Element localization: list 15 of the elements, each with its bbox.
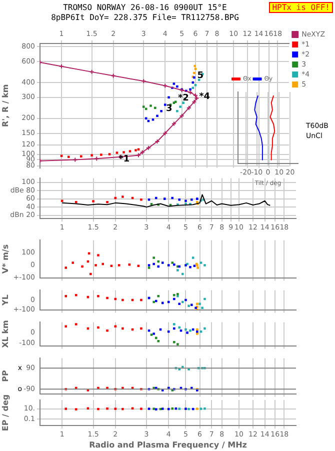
annotation: *1 [118,154,130,164]
chart-subtitle: 8pBP6It DoY= 228.375 File= TR112758.BPG [50,13,240,23]
y-axis-title: PP [0,370,10,382]
y-axis-title: EP / deg [0,394,10,432]
annotation: *2 [178,94,189,104]
annotation: *4 [199,92,210,102]
annotation: 3 [166,104,172,114]
chart-title: TROMSO NORWAY 26-08-16 0900UT 15°E [62,3,228,13]
annotation: 5 [197,71,204,82]
text: HPTx is OFF! [269,2,333,13]
x-axis-title: Radio and Plasma Frequency / MHz [89,440,248,450]
y-axis-title: V* m/s [0,244,10,274]
y-axis-title: R', R / km [0,84,10,127]
y-axis-title: XL km [0,320,10,348]
y-axis-title: YL [0,294,10,306]
